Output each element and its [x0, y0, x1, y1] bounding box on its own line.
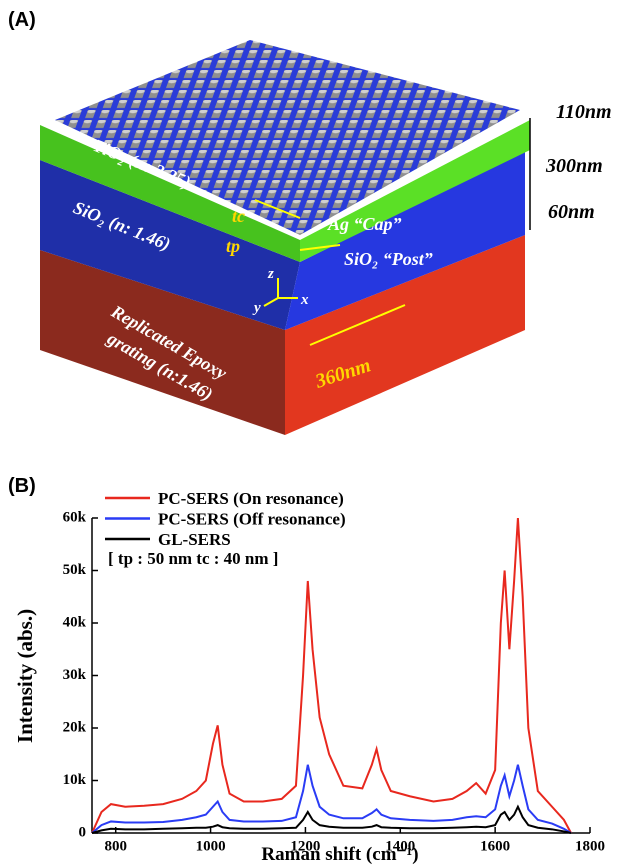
series-line [92, 765, 571, 833]
dimension: 60nm [548, 201, 595, 223]
panel-a: (A) 110nm 300nm 60nm TiO₂ (n: 2.25) SiO₂… [8, 9, 612, 435]
callout: SiO₂ “Post” [344, 249, 433, 269]
legend-label: PC-SERS (Off resonance) [158, 510, 346, 529]
y-tick-label: 30k [63, 667, 87, 683]
axis-label: y [252, 300, 261, 316]
thickness: tp [226, 236, 240, 256]
thickness: tc [232, 206, 245, 226]
y-tick-label: 60k [63, 509, 87, 525]
dimension: 300nm [545, 155, 603, 177]
y-tick-label: 50k [63, 562, 87, 578]
x-tick-label: 1200 [290, 838, 320, 854]
axis-label: z [267, 266, 274, 282]
x-tick-label: 1800 [575, 838, 605, 854]
y-tick-label: 20k [63, 719, 87, 735]
x-tick-label: 1400 [385, 838, 415, 854]
y-tick-label: 40k [63, 614, 87, 630]
figure: (A) 110nm 300nm 60nm TiO₂ (n: 2.25) SiO₂… [0, 0, 633, 868]
y-tick-label: 0 [79, 824, 87, 840]
x-tick-label: 800 [104, 838, 127, 854]
legend-label: GL-SERS [158, 530, 231, 549]
annotation: [ tp : 50 nm tc : 40 nm ] [108, 549, 278, 568]
series-line [92, 807, 571, 833]
panel-label: (A) [8, 9, 36, 31]
y-tick-label: 10k [63, 772, 87, 788]
axis-label: x [300, 292, 309, 308]
y-axis-label: Intensity (abs.) [13, 609, 37, 743]
x-tick-label: 1000 [196, 838, 226, 854]
panel-b: (B) [ tp : 50 nm tc : 40 nm ] Raman shif… [8, 475, 605, 865]
legend-label: PC-SERS (On resonance) [158, 489, 344, 508]
panel-label: (B) [8, 475, 36, 497]
x-tick-label: 1600 [480, 838, 510, 854]
dimension: 110nm [556, 101, 612, 123]
callout: Ag “Cap” [327, 214, 402, 234]
